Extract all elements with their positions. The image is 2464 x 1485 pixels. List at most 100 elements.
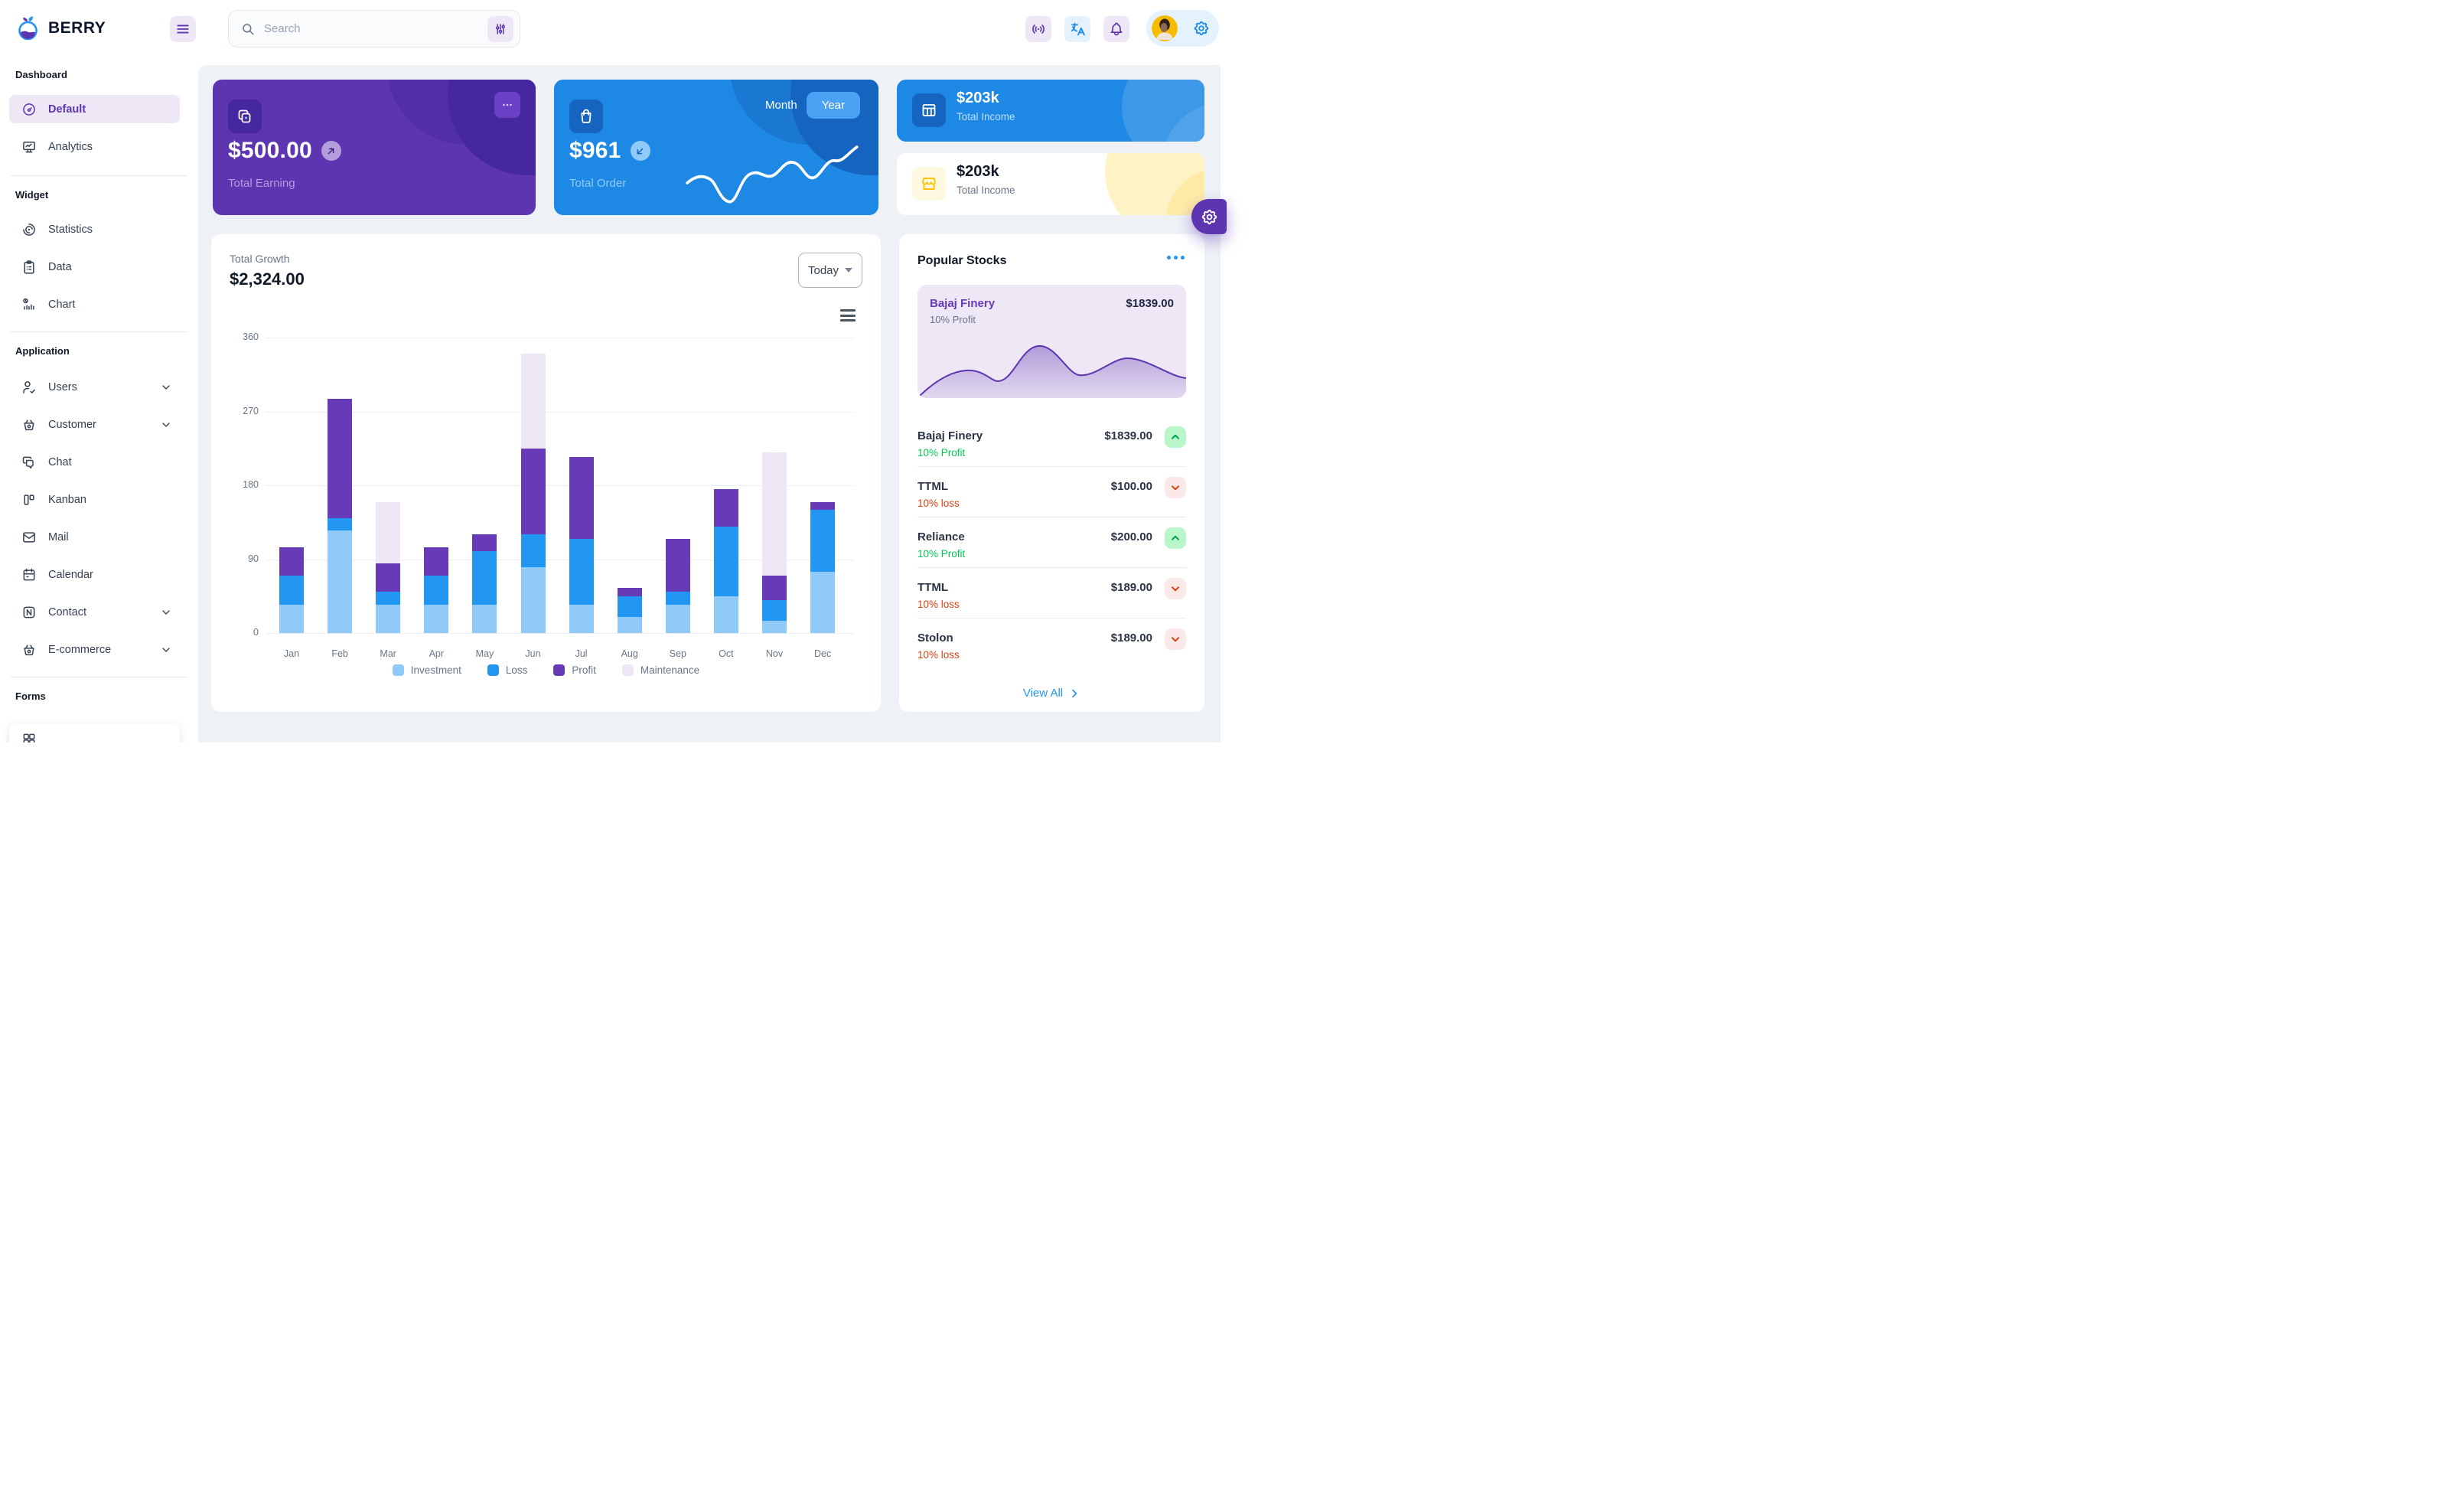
bar-segment-investment[interactable] [328, 530, 353, 633]
bar-segment-loss[interactable] [472, 550, 497, 605]
bar-segment-loss[interactable] [376, 592, 401, 605]
sidebar-item-default[interactable]: Default [9, 95, 180, 123]
bar-segment-profit[interactable] [424, 547, 449, 576]
trend-down-chip[interactable] [1165, 578, 1186, 599]
bar-segment-maintenance[interactable] [376, 501, 401, 563]
bar-mar[interactable] [376, 501, 401, 633]
trend-down-chip[interactable] [1165, 477, 1186, 498]
sidebar-item-data[interactable]: Data [9, 253, 180, 281]
earning-menu-button[interactable] [494, 92, 520, 118]
bar-oct[interactable] [713, 489, 738, 633]
sidebar-item-e-commerce[interactable]: E-commerce [9, 635, 180, 664]
bar-segment-profit[interactable] [810, 501, 836, 511]
toggle-month-button[interactable]: Month [764, 99, 797, 112]
sidebar-item-kanban[interactable]: Kanban [9, 485, 180, 514]
bar-segment-profit[interactable] [569, 456, 594, 539]
toggle-year-button[interactable]: Year [806, 92, 860, 119]
legend-item-maintenance[interactable]: Maintenance [621, 664, 699, 676]
bar-jul[interactable] [569, 456, 594, 633]
bar-segment-loss[interactable] [569, 538, 594, 605]
bar-segment-profit[interactable] [665, 538, 690, 592]
bar-segment-profit[interactable] [520, 448, 546, 535]
stocks-menu-button[interactable] [1167, 256, 1185, 259]
bar-segment-loss[interactable] [713, 526, 738, 596]
bar-segment-investment[interactable] [713, 596, 738, 633]
bar-segment-investment[interactable] [279, 604, 304, 633]
stock-row-stolon-4[interactable]: Stolon $189.00 10% loss [917, 628, 1186, 679]
bar-segment-investment[interactable] [762, 620, 787, 633]
bar-segment-investment[interactable] [424, 604, 449, 633]
sidebar-item-contact[interactable]: Contact [9, 598, 180, 626]
bar-segment-investment[interactable] [376, 604, 401, 633]
bar-segment-profit[interactable] [617, 588, 642, 596]
featured-stock-card[interactable]: Bajaj Finery $1839.00 10% Profit [917, 285, 1186, 398]
growth-range-select[interactable]: Today [798, 253, 862, 288]
profile-menu-button[interactable] [1146, 10, 1219, 47]
sidebar-item-customer[interactable]: Customer [9, 410, 180, 439]
trend-down-chip[interactable] [1165, 628, 1186, 650]
income-store-avatar[interactable] [912, 167, 946, 201]
broadcast-button[interactable] [1025, 16, 1051, 42]
bar-segment-investment[interactable] [810, 571, 836, 633]
chart-menu-icon[interactable] [840, 309, 856, 325]
bar-segment-loss[interactable] [762, 600, 787, 621]
trend-up-chip[interactable] [1165, 527, 1186, 549]
stock-row-reliance-2[interactable]: Reliance $200.00 10% Profit [917, 527, 1186, 578]
bar-may[interactable] [472, 534, 497, 633]
bar-segment-loss[interactable] [520, 534, 546, 568]
bar-segment-loss[interactable] [279, 576, 304, 605]
search-input[interactable] [264, 22, 487, 35]
bar-segment-investment[interactable] [472, 604, 497, 633]
bar-segment-loss[interactable] [617, 596, 642, 617]
legend-item-profit[interactable]: Profit [553, 664, 596, 676]
bar-segment-maintenance[interactable] [762, 452, 787, 576]
customize-fab[interactable] [1191, 199, 1227, 234]
bar-segment-profit[interactable] [328, 399, 353, 518]
stock-row-ttml-3[interactable]: TTML $189.00 10% loss [917, 578, 1186, 628]
sidebar-item-partial[interactable] [9, 724, 180, 742]
bar-sep[interactable] [665, 538, 690, 633]
bar-segment-profit[interactable] [376, 563, 401, 592]
sidebar-toggle-button[interactable] [170, 16, 196, 42]
bar-segment-profit[interactable] [279, 547, 304, 576]
bar-segment-loss[interactable] [328, 517, 353, 530]
sidebar-item-analytics[interactable]: Analytics [9, 132, 180, 161]
sidebar-item-chart[interactable]: Chart [9, 290, 180, 318]
bar-nov[interactable] [762, 452, 787, 633]
view-all-link[interactable]: View All [899, 687, 1204, 700]
sidebar-item-users[interactable]: Users [9, 373, 180, 401]
bar-jun[interactable] [520, 354, 546, 633]
bar-segment-investment[interactable] [520, 567, 546, 633]
bar-feb[interactable] [328, 399, 353, 633]
bar-segment-profit[interactable] [713, 489, 738, 527]
order-avatar[interactable] [569, 100, 603, 133]
sidebar-item-calendar[interactable]: Calendar [9, 560, 180, 589]
bar-jan[interactable] [279, 547, 304, 633]
sidebar-item-chat[interactable]: Chat [9, 448, 180, 476]
legend-item-investment[interactable]: Investment [392, 664, 461, 676]
trend-up-chip[interactable] [1165, 426, 1186, 448]
income-table-avatar[interactable] [912, 93, 946, 127]
bar-dec[interactable] [810, 501, 836, 633]
earning-avatar[interactable] [228, 100, 262, 133]
bar-segment-maintenance[interactable] [520, 354, 546, 449]
bar-aug[interactable] [617, 588, 642, 633]
sidebar-item-mail[interactable]: Mail [9, 523, 180, 551]
language-button[interactable] [1064, 16, 1090, 42]
bar-segment-loss[interactable] [665, 592, 690, 605]
bar-segment-profit[interactable] [762, 575, 787, 601]
stock-row-bajaj-finery-0[interactable]: Bajaj Finery $1839.00 10% Profit [917, 426, 1186, 477]
legend-item-loss[interactable]: Loss [487, 664, 527, 676]
bar-segment-profit[interactable] [472, 534, 497, 551]
bar-segment-investment[interactable] [665, 604, 690, 633]
sidebar-item-statistics[interactable]: Statistics [9, 215, 180, 243]
bar-segment-investment[interactable] [569, 604, 594, 633]
bar-segment-loss[interactable] [810, 510, 836, 572]
notifications-button[interactable] [1103, 16, 1129, 42]
bar-segment-loss[interactable] [424, 576, 449, 605]
bar-segment-investment[interactable] [617, 616, 642, 633]
stock-row-ttml-1[interactable]: TTML $100.00 10% loss [917, 477, 1186, 527]
bar-apr[interactable] [424, 547, 449, 633]
search-bar[interactable] [228, 10, 520, 47]
search-settings-button[interactable] [487, 15, 513, 42]
